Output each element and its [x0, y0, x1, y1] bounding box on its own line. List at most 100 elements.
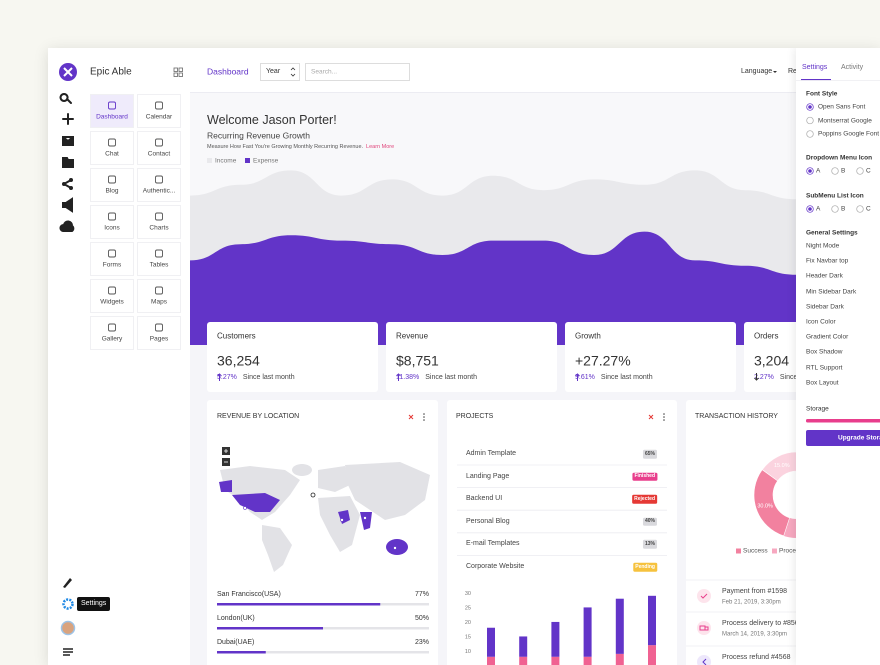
menu-icon [108, 212, 116, 221]
language: Language [741, 68, 773, 76]
general-setting[interactable]: Header Dark [806, 272, 843, 280]
menu-tile[interactable] [90, 131, 134, 165]
settings-heading: General Settings [806, 229, 858, 237]
transaction-glyph [700, 593, 708, 599]
transaction-date: March 14, 2019, 3:30pm [722, 631, 788, 638]
upgrade-button[interactable] [806, 430, 880, 446]
nav-icon-dot [69, 178, 73, 182]
nav-icon-dot [62, 182, 66, 186]
bar-segment [487, 656, 495, 665]
donut-legend-label: Success [743, 547, 768, 555]
menu-tile[interactable] [137, 131, 181, 165]
radio [856, 167, 864, 175]
search-box[interactable] [305, 63, 410, 81]
font-option[interactable]: Montserrat Google [818, 116, 872, 124]
menu-tile[interactable] [137, 279, 181, 313]
icon-option[interactable]: A [816, 205, 821, 213]
menu-tile[interactable] [137, 168, 181, 202]
menu-label: Chat [105, 150, 119, 158]
icon-option[interactable]: C [866, 167, 871, 175]
icon-option[interactable]: B [841, 205, 846, 213]
icon-option[interactable]: B [841, 167, 846, 175]
general-setting[interactable]: Box Shadow [806, 348, 843, 356]
general-setting[interactable]: Sidebar Dark [806, 303, 844, 311]
menu-tile[interactable] [137, 205, 181, 239]
menu-icon [155, 323, 163, 332]
general-setting[interactable]: RTL Support [806, 364, 843, 372]
more-dot [423, 419, 425, 421]
transaction-title: Process delivery to #8569 [722, 620, 803, 628]
menu-label: Forms [102, 261, 122, 269]
upgrade-button-label[interactable]: Upgrade Storage [838, 434, 880, 442]
learn-more-link[interactable]: Learn More [366, 143, 395, 150]
map-region [232, 493, 280, 512]
bar-segment [615, 598, 624, 654]
bar-segment [648, 645, 656, 665]
radio-dot [808, 207, 812, 211]
project-name: Landing Page [466, 472, 510, 480]
stat-change-row: 9.61% Since last month [575, 373, 653, 383]
map-marker [363, 516, 367, 520]
page-title: Dashboard [207, 66, 249, 77]
area-chart [190, 170, 796, 345]
map-marker [393, 546, 397, 550]
menu-tile[interactable] [90, 94, 134, 128]
map-land [292, 464, 312, 476]
legend-label: Income [215, 157, 237, 165]
topbar-more: Re [788, 68, 797, 76]
more-dot [423, 413, 425, 415]
menu-label: Gallery [101, 335, 123, 343]
settings-tab[interactable]: Activity [841, 64, 864, 72]
period-select[interactable] [260, 63, 300, 81]
menu-tile[interactable] [90, 205, 134, 239]
stat-label: Customers [217, 331, 256, 341]
change-arrow [396, 373, 401, 381]
welcome-title: Welcome Jason Porter! [207, 113, 337, 128]
stat-note: Since last month [600, 374, 653, 381]
general-setting[interactable]: Fix Navbar top [806, 257, 849, 265]
change-arrow [575, 373, 580, 381]
icon-option[interactable]: A [816, 167, 821, 175]
menu-tile[interactable] [90, 168, 134, 202]
font-option[interactable]: Open Sans Font [818, 103, 866, 111]
change-arrow [217, 373, 222, 381]
menu-tile[interactable] [90, 242, 134, 276]
menu-icon [155, 175, 163, 184]
map-region [386, 539, 408, 555]
panel-title: REVENUE BY LOCATION [217, 413, 300, 421]
menu-label: Dashboard [96, 113, 128, 121]
transaction-glyph [702, 658, 707, 665]
general-setting[interactable]: Icon Color [806, 318, 836, 326]
location-name: San Francisco(USA) [217, 591, 281, 599]
general-setting[interactable]: Min Sidebar Dark [806, 288, 857, 296]
menu-tile[interactable] [137, 316, 181, 350]
general-setting[interactable]: Night Mode [806, 242, 840, 250]
donut-label: 15.0% [774, 463, 790, 469]
settings-heading: Dropdown Menu Icon [806, 154, 873, 162]
nav-icon [62, 136, 74, 146]
menu-icon [108, 249, 116, 258]
location-name: London(UK) [217, 615, 255, 623]
menu-tile[interactable] [137, 94, 181, 128]
bar-segment [583, 656, 592, 665]
menu-tile[interactable] [137, 242, 181, 276]
brush-icon [63, 578, 72, 588]
location-name: Dubai(UAE) [217, 639, 255, 647]
more-dot [663, 419, 665, 421]
general-setting[interactable]: Gradient Color [806, 333, 849, 341]
storage-bar [806, 419, 880, 423]
area-series [190, 231, 796, 345]
menu-tile[interactable] [90, 316, 134, 350]
icon-option[interactable]: C [866, 205, 871, 213]
settings-tab[interactable]: Settings [802, 64, 828, 72]
menu-tile[interactable] [90, 279, 134, 313]
location-percent: 50% [414, 615, 429, 623]
map-land [220, 466, 300, 520]
bar-segment [487, 627, 495, 657]
radio [831, 167, 839, 175]
menu-icon [155, 101, 163, 110]
font-option[interactable]: Poppins Google Font [818, 130, 880, 138]
close-icon [648, 414, 654, 420]
general-setting[interactable]: Box Layout [806, 379, 839, 387]
map-marker [243, 506, 247, 510]
